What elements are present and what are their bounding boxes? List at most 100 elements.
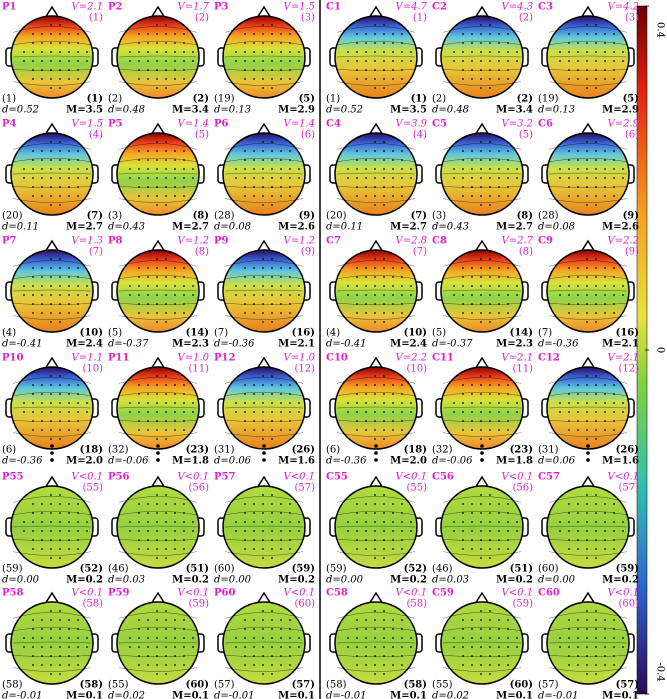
electrode bbox=[453, 285, 455, 287]
electrode bbox=[356, 159, 358, 161]
electrode bbox=[156, 258, 158, 260]
electrode bbox=[613, 168, 615, 170]
electrode bbox=[613, 33, 615, 35]
electrode bbox=[471, 512, 473, 514]
electrode bbox=[183, 539, 185, 541]
head bbox=[546, 601, 630, 685]
electrode bbox=[50, 375, 52, 377]
electrode bbox=[498, 312, 500, 314]
electrode bbox=[604, 619, 606, 621]
electrode bbox=[374, 78, 376, 80]
electrode bbox=[59, 411, 61, 413]
topomap bbox=[435, 356, 529, 450]
electrode bbox=[50, 429, 52, 431]
electrode bbox=[41, 503, 43, 505]
nose bbox=[256, 122, 272, 136]
variance: V<0.1 bbox=[283, 588, 315, 599]
map-label: P8 bbox=[108, 236, 123, 247]
electrode bbox=[165, 60, 167, 62]
electrode bbox=[577, 33, 579, 35]
electrode bbox=[271, 267, 273, 269]
contour bbox=[13, 303, 91, 306]
electrode bbox=[77, 646, 79, 648]
electrode bbox=[77, 628, 79, 630]
electrode bbox=[577, 548, 579, 550]
electrode bbox=[613, 177, 615, 179]
electrode bbox=[498, 646, 500, 648]
map-index: (11) bbox=[188, 364, 209, 375]
electrode bbox=[59, 69, 61, 71]
nose bbox=[150, 591, 166, 605]
d-rank: (59) bbox=[2, 564, 23, 575]
electrode bbox=[23, 521, 25, 523]
electrode bbox=[77, 548, 79, 550]
electrode bbox=[32, 33, 34, 35]
electrode bbox=[77, 168, 79, 170]
electrode bbox=[77, 33, 79, 35]
electrode bbox=[613, 530, 615, 532]
electrode bbox=[516, 530, 518, 532]
ellipsis-dot bbox=[586, 458, 590, 462]
contour bbox=[548, 667, 628, 672]
electrode bbox=[289, 42, 291, 44]
electrode bbox=[622, 177, 624, 179]
electrode bbox=[174, 186, 176, 188]
electrode bbox=[68, 539, 70, 541]
electrode bbox=[183, 664, 185, 666]
electrode bbox=[138, 429, 140, 431]
electrode bbox=[577, 619, 579, 621]
electrode bbox=[156, 420, 158, 422]
colorbar-label: -0.4 bbox=[655, 662, 666, 681]
electrode bbox=[262, 204, 264, 206]
contour bbox=[442, 612, 522, 619]
electrode bbox=[156, 276, 158, 278]
electrode bbox=[480, 294, 482, 296]
electrode bbox=[471, 402, 473, 404]
m-rank: (9) bbox=[299, 211, 315, 222]
map-label: C7 bbox=[326, 236, 341, 247]
electrode bbox=[559, 402, 561, 404]
contour bbox=[549, 289, 627, 292]
electrode bbox=[156, 150, 158, 152]
electrode bbox=[356, 312, 358, 314]
electrode bbox=[568, 150, 570, 152]
electrode bbox=[365, 186, 367, 188]
electrode bbox=[77, 521, 79, 523]
electrode bbox=[507, 285, 509, 287]
electrode bbox=[462, 285, 464, 287]
electrode bbox=[622, 294, 624, 296]
electrode bbox=[41, 539, 43, 541]
electrode bbox=[613, 294, 615, 296]
electrode bbox=[280, 619, 282, 621]
contour bbox=[13, 157, 91, 162]
electrode bbox=[77, 312, 79, 314]
nose bbox=[474, 591, 490, 605]
electrode bbox=[374, 168, 376, 170]
map-index: (5) bbox=[519, 130, 533, 141]
electrode bbox=[129, 285, 131, 287]
d-rank: (19) bbox=[214, 94, 235, 105]
electrode bbox=[183, 402, 185, 404]
contour bbox=[13, 274, 91, 279]
electrode bbox=[271, 494, 273, 496]
electrode bbox=[68, 42, 70, 44]
m-rank: (26) bbox=[292, 445, 315, 456]
contour bbox=[442, 26, 522, 33]
electrode bbox=[271, 42, 273, 44]
electrode bbox=[471, 664, 473, 666]
electrode bbox=[480, 512, 482, 514]
electrode bbox=[453, 402, 455, 404]
electrode bbox=[253, 429, 255, 431]
electrode bbox=[595, 312, 597, 314]
electrode bbox=[604, 411, 606, 413]
nose bbox=[474, 5, 490, 19]
electrode bbox=[401, 420, 403, 422]
contour bbox=[337, 40, 415, 45]
electrode bbox=[480, 521, 482, 523]
electrode bbox=[192, 646, 194, 648]
electrode bbox=[365, 420, 367, 422]
electrode bbox=[392, 429, 394, 431]
map-label: C10 bbox=[326, 353, 348, 364]
electrode bbox=[244, 78, 246, 80]
electrode bbox=[77, 78, 79, 80]
